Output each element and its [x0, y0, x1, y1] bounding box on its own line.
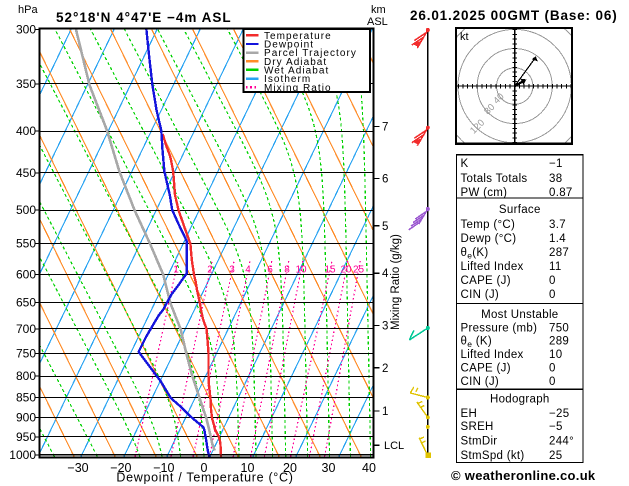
svg-text:40: 40	[491, 91, 506, 106]
svg-text:© weatheronline.co.uk: © weatheronline.co.uk	[451, 468, 596, 483]
svg-text:4: 4	[382, 268, 389, 280]
svg-text:StmSpd (kt): StmSpd (kt)	[461, 450, 525, 462]
svg-text:289: 289	[549, 336, 569, 348]
svg-text:10: 10	[241, 461, 255, 475]
svg-text:700: 700	[16, 322, 36, 336]
svg-text:Temp (°C): Temp (°C)	[461, 219, 516, 231]
svg-text:287: 287	[549, 247, 569, 259]
svg-text:550: 550	[16, 237, 36, 251]
svg-text:θe(K): θe(K)	[461, 247, 489, 261]
svg-text:600: 600	[16, 268, 36, 282]
svg-text:650: 650	[16, 296, 36, 310]
svg-text:7: 7	[382, 122, 388, 134]
svg-text:80: 80	[482, 102, 497, 117]
svg-text:StmDir: StmDir	[461, 436, 498, 448]
svg-text:2: 2	[382, 363, 388, 375]
svg-text:0.87: 0.87	[549, 187, 573, 199]
svg-text:10: 10	[295, 265, 307, 276]
svg-text:25: 25	[353, 265, 365, 276]
svg-text:K: K	[461, 158, 469, 170]
svg-text:−30: −30	[67, 461, 88, 475]
svg-text:0: 0	[201, 461, 208, 475]
svg-text:Lifted Index: Lifted Index	[461, 349, 524, 361]
svg-text:CAPE (J): CAPE (J)	[461, 275, 511, 287]
svg-text:20: 20	[340, 265, 352, 276]
svg-text:350: 350	[16, 77, 36, 91]
svg-text:8: 8	[284, 265, 290, 276]
svg-text:850: 850	[16, 391, 36, 405]
svg-text:40: 40	[362, 461, 376, 475]
svg-text:1000: 1000	[9, 448, 36, 462]
svg-text:LCL: LCL	[384, 440, 404, 452]
svg-text:2: 2	[207, 265, 213, 276]
svg-text:Temperature: Temperature	[264, 31, 332, 42]
svg-text:244°: 244°	[549, 436, 574, 448]
svg-text:26.01.2025 00GMT (Base: 06): 26.01.2025 00GMT (Base: 06)	[410, 8, 618, 23]
svg-text:Dewp (°C): Dewp (°C)	[461, 233, 517, 245]
svg-text:750: 750	[549, 323, 569, 335]
svg-text:Surface: Surface	[499, 204, 541, 216]
svg-text:3.7: 3.7	[549, 219, 566, 231]
svg-text:ASL: ASL	[367, 16, 388, 28]
svg-text:3: 3	[382, 321, 388, 333]
svg-text:PW (cm): PW (cm)	[461, 187, 508, 199]
svg-text:30: 30	[322, 461, 336, 475]
svg-text:kt: kt	[460, 31, 469, 43]
svg-text:θe (K): θe (K)	[461, 336, 492, 350]
svg-text:300: 300	[16, 23, 36, 37]
svg-text:Parcel Trajectory: Parcel Trajectory	[264, 48, 357, 59]
svg-text:0: 0	[549, 376, 556, 388]
svg-text:km: km	[371, 4, 386, 16]
svg-text:Lifted Index: Lifted Index	[461, 261, 524, 273]
svg-text:Isotherm: Isotherm	[264, 74, 311, 85]
svg-text:Mixing Ratio (g/kg): Mixing Ratio (g/kg)	[390, 234, 402, 330]
svg-text:Dewpoint / Temperature (°C): Dewpoint / Temperature (°C)	[116, 471, 293, 485]
svg-text:6: 6	[382, 173, 388, 185]
svg-text:20: 20	[283, 461, 297, 475]
svg-text:1.4: 1.4	[549, 233, 566, 245]
svg-text:−1: −1	[549, 158, 563, 170]
svg-text:Wet Adiabat: Wet Adiabat	[264, 65, 329, 76]
svg-text:500: 500	[16, 203, 36, 217]
svg-text:Dewpoint: Dewpoint	[264, 40, 314, 51]
svg-text:hPa: hPa	[18, 4, 38, 16]
svg-text:Totals Totals: Totals Totals	[461, 173, 528, 185]
svg-text:400: 400	[16, 124, 36, 138]
svg-text:800: 800	[16, 369, 36, 383]
svg-text:15: 15	[324, 265, 336, 276]
svg-text:10: 10	[549, 349, 562, 361]
svg-text:0: 0	[549, 275, 556, 287]
svg-text:11: 11	[549, 261, 562, 273]
svg-text:0: 0	[549, 289, 556, 301]
svg-text:750: 750	[16, 346, 36, 360]
svg-text:3: 3	[229, 265, 235, 276]
svg-text:Pressure (mb): Pressure (mb)	[461, 323, 538, 335]
svg-text:Dry Adiabat: Dry Adiabat	[264, 57, 327, 68]
svg-text:0: 0	[549, 363, 556, 375]
svg-text:450: 450	[16, 166, 36, 180]
svg-text:5: 5	[382, 221, 388, 233]
svg-text:CIN (J): CIN (J)	[461, 289, 500, 301]
svg-text:1: 1	[173, 265, 179, 276]
svg-text:1: 1	[382, 406, 388, 418]
svg-text:Mixing Ratio: Mixing Ratio	[264, 83, 332, 94]
svg-text:−20: −20	[110, 461, 131, 475]
svg-text:950: 950	[16, 430, 36, 444]
svg-text:EH: EH	[461, 408, 478, 420]
svg-text:Most Unstable: Most Unstable	[481, 309, 558, 321]
svg-text:900: 900	[16, 411, 36, 425]
svg-text:25: 25	[549, 450, 562, 462]
svg-text:−10: −10	[153, 461, 174, 475]
svg-text:−5: −5	[549, 421, 563, 433]
svg-text:SREH: SREH	[461, 421, 494, 433]
svg-text:6: 6	[267, 265, 273, 276]
svg-text:CAPE (J): CAPE (J)	[461, 363, 511, 375]
svg-text:4: 4	[245, 265, 251, 276]
svg-text:Hodograph: Hodograph	[490, 394, 550, 406]
svg-text:52°18'N 4°47'E −4m ASL: 52°18'N 4°47'E −4m ASL	[56, 10, 232, 25]
svg-text:−25: −25	[549, 408, 569, 420]
svg-text:38: 38	[549, 173, 562, 185]
svg-text:CIN (J): CIN (J)	[461, 376, 500, 388]
